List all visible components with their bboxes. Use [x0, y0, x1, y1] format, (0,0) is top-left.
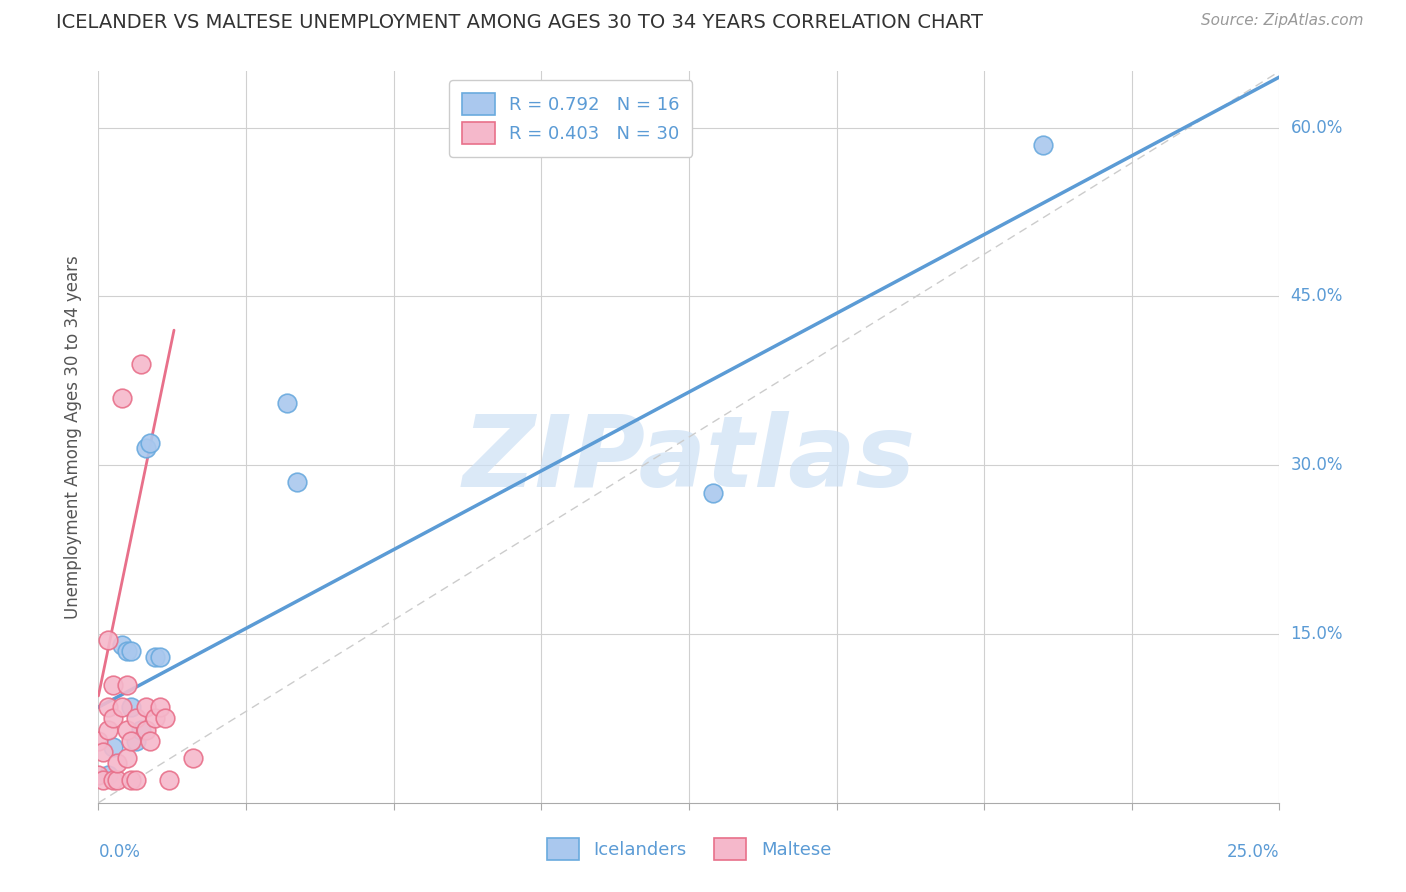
Point [87, 734, 110, 748]
Point [121, 734, 143, 748]
Point [135, 700, 157, 714]
Point [121, 644, 143, 658]
Text: 45.0%: 45.0% [1291, 287, 1343, 305]
Point [111, 700, 134, 714]
Point [181, 751, 204, 765]
Point [143, 711, 166, 725]
Point [153, 711, 176, 725]
Point [101, 678, 124, 692]
Text: ICELANDER VS MALTESE UNEMPLOYMENT AMONG AGES 30 TO 34 YEARS CORRELATION CHART: ICELANDER VS MALTESE UNEMPLOYMENT AMONG … [56, 13, 983, 32]
Text: Source: ZipAtlas.com: Source: ZipAtlas.com [1201, 13, 1364, 29]
Y-axis label: Unemployment Among Ages 30 to 34 years: Unemployment Among Ages 30 to 34 years [65, 255, 83, 619]
Point [276, 396, 298, 410]
Point [115, 751, 138, 765]
Point [97, 723, 120, 737]
Text: 0.0%: 0.0% [98, 843, 141, 861]
Point [101, 711, 124, 725]
Point [135, 442, 157, 456]
Legend: Icelanders, Maltese: Icelanders, Maltese [540, 830, 838, 867]
Point [129, 357, 152, 371]
Point [135, 723, 157, 737]
Point [111, 638, 134, 652]
Point [97, 767, 120, 781]
Point [285, 475, 308, 489]
Point [111, 391, 134, 405]
Point [143, 649, 166, 664]
Point [97, 700, 120, 714]
Point [121, 700, 143, 714]
Point [157, 773, 180, 788]
Point [149, 649, 172, 664]
Point [115, 723, 138, 737]
Point [101, 773, 124, 788]
Point [1032, 137, 1054, 152]
Point [87, 767, 110, 781]
Point [105, 756, 128, 771]
Point [97, 632, 120, 647]
Point [139, 435, 162, 450]
Point [125, 734, 148, 748]
Point [101, 739, 124, 754]
Point [121, 773, 143, 788]
Text: ZIPatlas: ZIPatlas [463, 410, 915, 508]
Point [105, 773, 128, 788]
Text: 25.0%: 25.0% [1227, 843, 1279, 861]
Point [139, 734, 162, 748]
Point [91, 745, 114, 759]
Point [125, 773, 148, 788]
Point [115, 644, 138, 658]
Text: 30.0%: 30.0% [1291, 456, 1343, 475]
Point [702, 486, 724, 500]
Point [149, 700, 172, 714]
Text: 15.0%: 15.0% [1291, 625, 1343, 643]
Point [115, 678, 138, 692]
Text: 60.0%: 60.0% [1291, 119, 1343, 136]
Point [129, 723, 152, 737]
Point [125, 711, 148, 725]
Point [91, 773, 114, 788]
